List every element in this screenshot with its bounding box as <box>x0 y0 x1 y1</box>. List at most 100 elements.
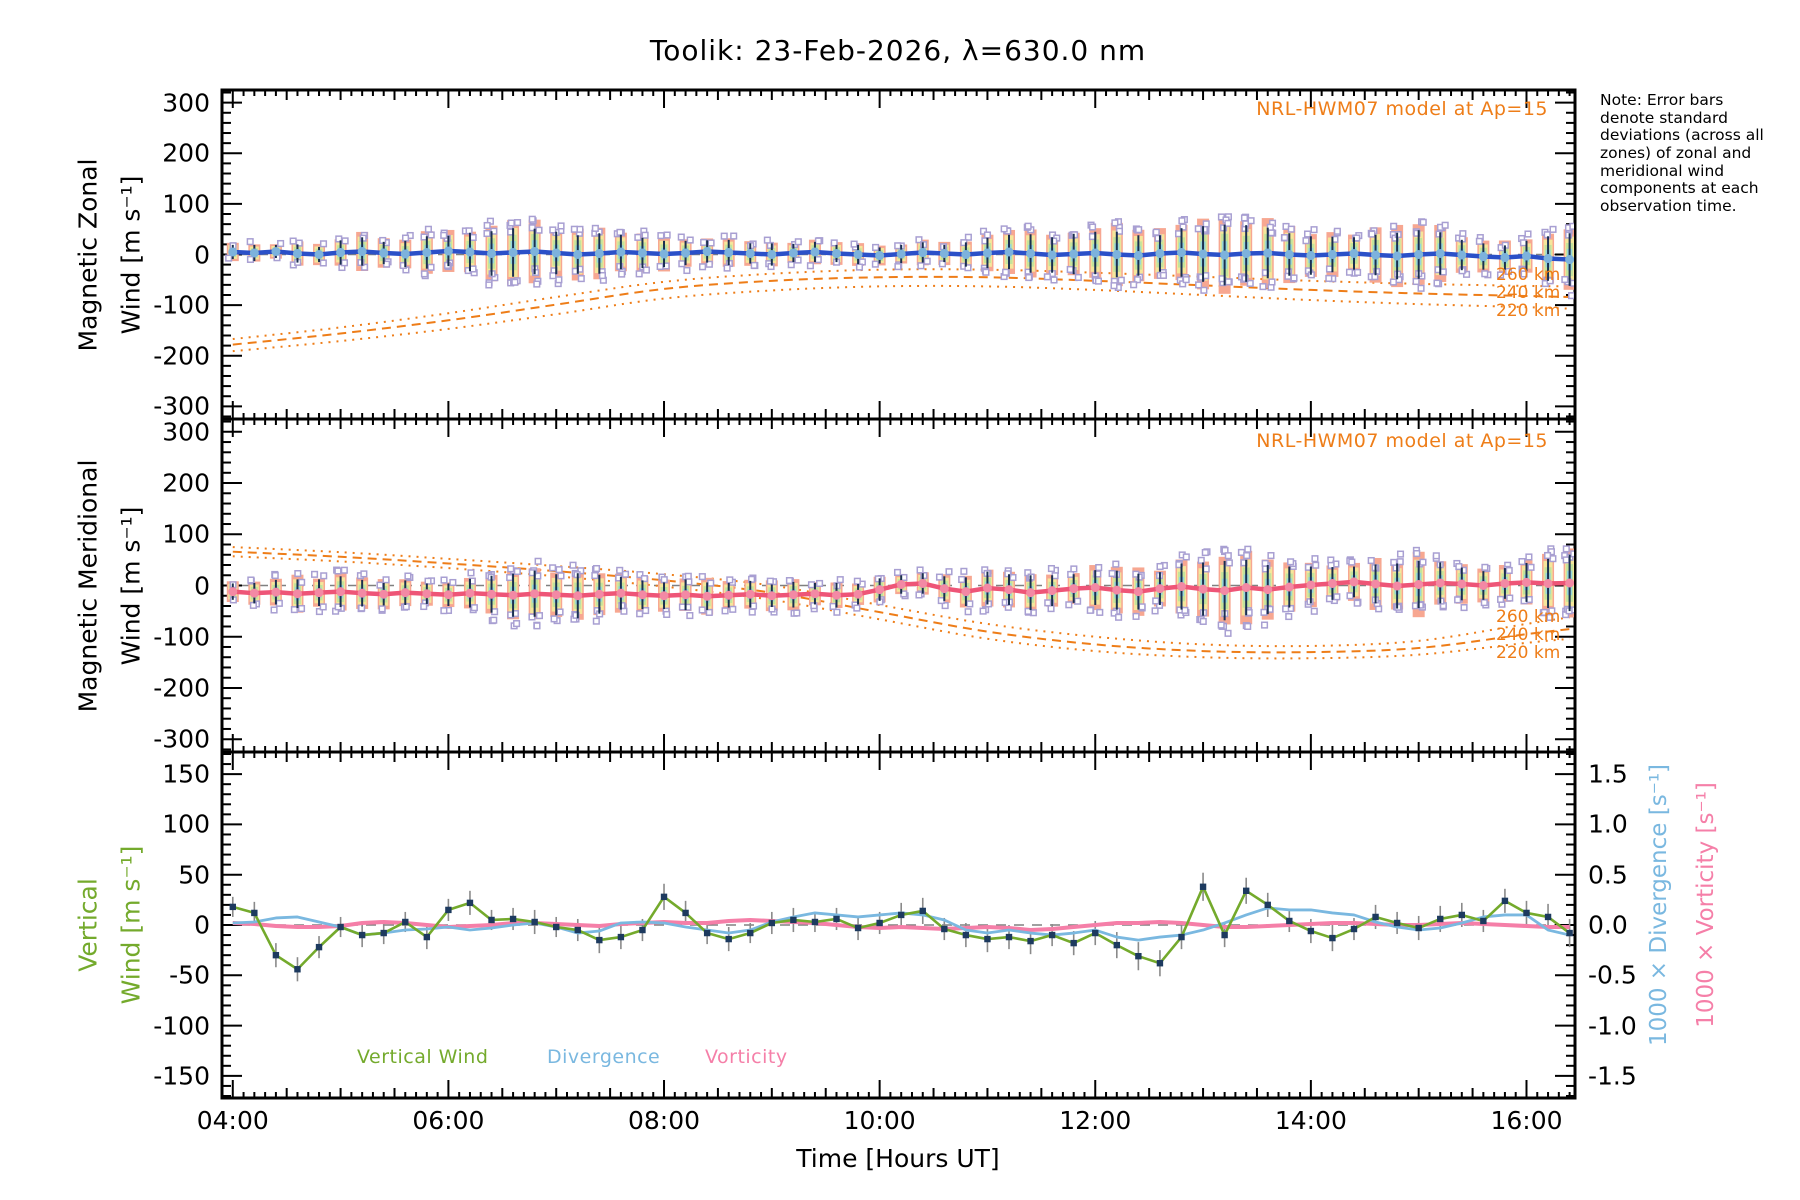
mean-wind-marker <box>271 587 281 597</box>
vertical-wind-marker <box>1005 933 1013 941</box>
vertical-axis-title-line1: Vertical <box>73 878 103 972</box>
vertical-wind-marker <box>660 893 668 901</box>
mean-wind-marker <box>724 247 734 257</box>
zone-measurement-square <box>642 606 650 615</box>
mean-wind-marker <box>1457 579 1467 589</box>
vertical-wind-marker <box>703 929 711 937</box>
zone-measurement-square <box>872 243 880 251</box>
zone-measurement-square <box>616 262 624 270</box>
vertical-wind-marker <box>1307 927 1315 935</box>
mean-wind-marker <box>487 248 497 258</box>
zone-measurement-square <box>660 576 668 584</box>
zonal-axis-title-line1: Magnetic Zonal <box>73 158 103 352</box>
mean-wind-marker <box>832 590 842 600</box>
zone-measurement-square <box>555 276 563 284</box>
mean-wind-marker <box>1349 248 1359 258</box>
vertical-wind-marker <box>833 915 840 923</box>
vertical-wind-marker <box>358 931 366 939</box>
zone-measurement-square <box>1074 273 1082 281</box>
zone-measurement-square <box>1132 612 1140 620</box>
zone-measurement-square <box>469 265 477 273</box>
zone-measurement-square <box>359 234 367 242</box>
mean-wind-marker <box>1392 251 1402 261</box>
zone-measurement-square <box>404 572 412 580</box>
zone-measurement-square <box>1138 603 1146 611</box>
mean-wind-marker <box>314 588 324 598</box>
zone-measurement-square <box>1224 219 1232 227</box>
zone-measurement-square <box>1224 278 1232 286</box>
zone-measurement-square <box>1394 230 1402 239</box>
zone-measurement-square <box>900 590 908 598</box>
zone-measurement-square <box>1481 563 1489 571</box>
zone-measurement-square <box>750 261 758 269</box>
zone-measurement-square <box>1433 279 1441 287</box>
zone-measurement-square <box>424 225 432 233</box>
vertical-wind-marker <box>272 951 280 959</box>
zone-measurement-square <box>766 577 774 585</box>
mean-wind-marker <box>875 585 885 595</box>
vertical-wind-marker <box>984 935 991 943</box>
zone-measurement-square <box>569 561 577 569</box>
mean-wind-marker <box>1241 248 1251 258</box>
zone-measurement-square <box>1548 607 1556 615</box>
zone-measurement-square <box>1111 219 1119 227</box>
mean-wind-marker <box>1543 578 1553 588</box>
zone-measurement-square <box>1396 550 1405 558</box>
right-tick-label-panel3: -1.0 <box>1588 1011 1637 1041</box>
zone-measurement-square <box>572 611 580 619</box>
vertical-wind-marker <box>617 933 625 941</box>
mean-wind-marker <box>357 246 367 256</box>
vertical-wind-marker <box>811 918 819 926</box>
model-curve-alt_240_km <box>232 550 1570 654</box>
zone-measurement-square <box>1043 273 1051 281</box>
x-tick-label: 10:00 <box>843 1106 916 1135</box>
mean-wind-marker <box>1457 250 1467 260</box>
mean-wind-marker <box>918 247 928 257</box>
zone-measurement-square <box>440 607 448 615</box>
zone-measurement-square <box>225 254 233 262</box>
vertical-wind-marker <box>1070 939 1077 947</box>
vertical-wind-marker <box>1027 937 1034 945</box>
zone-measurement-square <box>1179 223 1187 231</box>
mean-wind-marker <box>530 589 540 599</box>
zone-measurement-square <box>1287 558 1295 566</box>
zone-measurement-square <box>289 237 297 245</box>
zone-measurement-square <box>1460 604 1468 612</box>
zone-measurement-square <box>1281 234 1289 242</box>
zone-measurement-square <box>958 575 966 584</box>
zone-measurement-square <box>1562 556 1570 564</box>
mean-wind-marker <box>1521 577 1531 587</box>
zone-measurement-square <box>1519 239 1528 247</box>
zone-measurement-square <box>636 571 644 579</box>
zone-measurement-square <box>698 573 706 581</box>
vertical-wind-marker <box>639 926 646 934</box>
mean-wind-marker <box>379 589 389 599</box>
mean-wind-marker <box>1133 251 1143 261</box>
page-title: Toolik: 23-Feb-2026, λ=630.0 nm <box>649 34 1147 67</box>
zone-measurement-square <box>1459 566 1467 574</box>
zone-measurement-square <box>549 226 557 234</box>
zone-measurement-square <box>1417 284 1425 292</box>
zone-measurement-square <box>1094 277 1103 285</box>
zone-measurement-square <box>1389 278 1397 286</box>
zone-measurement-square <box>1416 601 1424 609</box>
mean-wind-marker <box>1543 254 1553 264</box>
zone-measurement-square <box>533 280 541 288</box>
zone-measurement-square <box>1201 548 1209 557</box>
mean-wind-marker <box>1047 250 1057 260</box>
zone-measurement-square <box>271 571 279 580</box>
zone-measurement-square <box>814 256 822 264</box>
zone-measurement-square <box>1051 572 1059 580</box>
zone-measurement-square <box>360 570 368 578</box>
vertical-wind-marker <box>1372 913 1379 921</box>
zone-measurement-square <box>1152 597 1160 605</box>
zone-measurement-square <box>1396 558 1404 566</box>
zone-measurement-square <box>1224 629 1232 637</box>
zone-measurement-square <box>1110 609 1118 617</box>
zone-measurement-square <box>920 571 928 580</box>
meridional-axis-title-line1: Magnetic Meridional <box>73 459 103 713</box>
zone-measurement-square <box>894 242 902 250</box>
zone-measurement-square <box>557 572 565 580</box>
zone-measurement-square <box>1412 277 1420 286</box>
vertical-wind-marker <box>488 916 495 924</box>
